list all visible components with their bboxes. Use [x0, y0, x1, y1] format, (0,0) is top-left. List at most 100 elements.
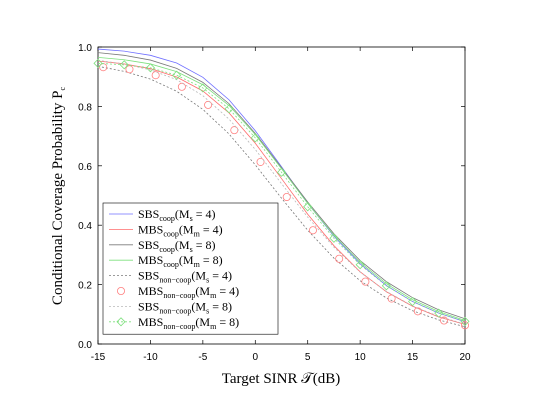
legend-label-argend: = 4) [209, 269, 232, 283]
legend-label-name: SBS [138, 207, 159, 221]
legend-entry: SBScoop(Ms = 8) [109, 238, 215, 254]
legend-label-argsub: m [194, 229, 201, 238]
legend-entry: SBSnon−coop(Ms = 8) [109, 299, 232, 315]
series-point [460, 321, 469, 330]
series-point [177, 82, 186, 91]
legend-entry: MBSnon−coop(Mm = 4) [117, 284, 239, 300]
y-axis-label-main: Conditional Coverage Probability P [50, 90, 66, 305]
series-point [361, 277, 370, 286]
y-axis-label-sub: c [58, 86, 67, 90]
legend-label: SBSnon−coop(Ms = 4) [138, 269, 232, 285]
y-tick-label: 0.0 [78, 340, 92, 351]
legend-label: MBSnon−coop(Mm = 4) [138, 284, 239, 300]
series-point [329, 233, 339, 243]
y-axis-label: Conditional Coverage Probability Pc [50, 86, 67, 305]
series-point [93, 58, 103, 68]
legend-label-name: MBS [138, 284, 163, 298]
series-point [204, 100, 213, 109]
legend-label-argend: = 4) [200, 222, 223, 236]
series-point [230, 126, 239, 135]
legend-label: MBScoop(Mm = 4) [138, 222, 223, 238]
series-line [97, 62, 466, 322]
legend-label-sub: non−coop [163, 322, 195, 331]
axis-ticks: -15 -10 -5 0 5 10 15 20 0.0 0.2 0.4 0.6 0.8 1.0 [78, 43, 471, 363]
x-tick-label: -10 [143, 352, 158, 363]
legend-label-name: SBS [138, 299, 159, 313]
legend-label: SBScoop(Ms = 8) [138, 238, 215, 254]
legend-label-name: MBS [138, 315, 163, 329]
series-line [97, 65, 466, 328]
series-point [151, 71, 160, 80]
series-point [355, 260, 365, 270]
legend-entry: SBSnon−coop(Ms = 4) [109, 269, 232, 285]
legend-label-argsub: m [194, 260, 201, 269]
x-tick-label: -15 [91, 352, 106, 363]
series-point [408, 296, 418, 307]
plot-frame [97, 46, 466, 345]
legend-label-sub: coop [163, 229, 179, 238]
y-tick-label: 0.6 [78, 162, 92, 173]
legend-entry: MBScoop(Mm = 8) [109, 253, 223, 269]
legend-label-arg: (M [179, 253, 194, 267]
legend-label-arg: (M [191, 299, 206, 313]
series-point [303, 202, 313, 212]
x-axis-label: Target SINR 𝒯(dB) [222, 371, 340, 387]
series-7 [93, 58, 470, 326]
legend-label-argsub: s [206, 276, 209, 285]
legend-label-argend: = 8) [200, 253, 223, 267]
legend-label-argsub: s [190, 245, 193, 254]
series-point [116, 317, 126, 327]
legend-label: MBScoop(Mm = 8) [138, 253, 223, 269]
series-5 [99, 63, 469, 330]
series-point [308, 226, 317, 235]
legend-label-arg: (M [175, 238, 190, 252]
series-point [224, 104, 234, 114]
legend-label-argend: = 8) [209, 299, 232, 313]
y-tick-label: 1.0 [78, 43, 92, 54]
legend-label: SBScoop(Ms = 4) [138, 207, 215, 223]
legend-label-name: MBS [138, 253, 163, 267]
series-point [460, 316, 470, 326]
y-tick-label: 0.2 [78, 281, 92, 292]
x-tick-label: 20 [459, 352, 471, 363]
series-6 [97, 59, 466, 325]
series-point [440, 316, 449, 325]
y-tick-label: 0.8 [78, 102, 92, 113]
legend-entry: MBScoop(Mm = 4) [109, 222, 223, 238]
series-point [387, 294, 396, 303]
legend-label-argend: = 8) [216, 315, 239, 329]
series-2 [97, 52, 466, 320]
series-point [250, 133, 260, 143]
legend-label-name: SBS [138, 269, 159, 283]
legend-label-argsub: s [190, 214, 193, 223]
x-tick-label: 5 [305, 352, 311, 363]
series-point [119, 60, 129, 70]
series-point [125, 65, 134, 74]
legend-label-sub: non−coop [159, 306, 191, 315]
series-point [282, 192, 291, 201]
legend-label-name: SBS [138, 238, 159, 252]
series-point [276, 167, 287, 177]
legend-label-name: MBS [138, 222, 163, 236]
legend-label-sub: non−coop [159, 276, 191, 285]
series-point [145, 63, 155, 73]
legend: SBScoop(Ms = 4)MBScoop(Mm = 4)SBScoop(Ms… [102, 202, 279, 335]
legend-label-argsub: s [206, 306, 209, 315]
legend-entry: MBSnon−coop(Mm = 8) [109, 315, 239, 331]
series-point [172, 70, 182, 80]
x-tick-label: 10 [355, 352, 367, 363]
y-tick-label: 0.4 [78, 221, 92, 232]
legend-box [102, 202, 279, 335]
series-point [198, 83, 208, 93]
legend-label: SBSnon−coop(Ms = 8) [138, 299, 232, 315]
y-axis-label-group: Conditional Coverage Probability Pc [50, 86, 67, 305]
series-point [256, 157, 265, 166]
legend-label-sub: non−coop [163, 291, 195, 300]
legend-label-argsub: m [210, 291, 217, 300]
legend-label-arg: (M [179, 222, 194, 236]
x-tick-label: -5 [198, 352, 207, 363]
legend-label-argsub: m [210, 322, 217, 331]
series-line [97, 52, 466, 320]
legend-label-arg: (M [175, 207, 190, 221]
